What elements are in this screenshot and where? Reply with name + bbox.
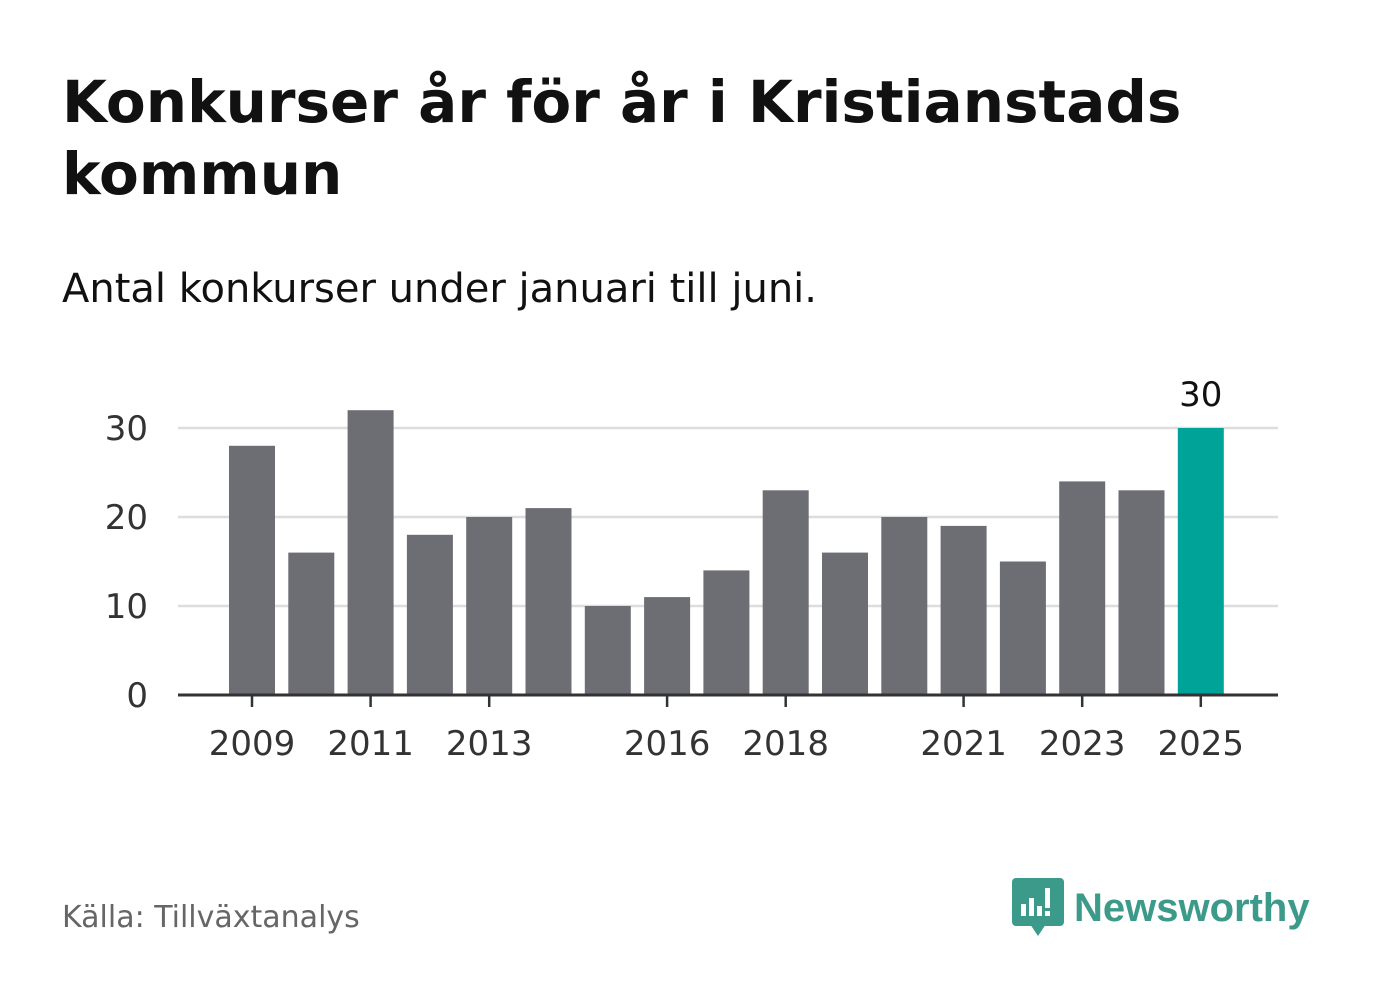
chart-title: Konkurser år för år i Kristianstads komm…: [62, 68, 1182, 208]
bar-2014: [525, 508, 572, 695]
bar-2018: [762, 490, 809, 695]
bar-2024: [1118, 490, 1165, 695]
bar-2011: [347, 410, 394, 695]
x-tick-label: 2013: [446, 724, 533, 764]
x-tick-label: 2023: [1039, 724, 1126, 764]
bar-2020: [881, 517, 928, 695]
bar-2015: [584, 606, 631, 695]
bar-2013: [466, 517, 513, 695]
bar-2012: [406, 534, 453, 695]
x-tick-label: 2025: [1158, 724, 1245, 764]
bar-2017: [703, 570, 750, 695]
bar-2023: [1059, 481, 1106, 695]
bar-2021: [940, 525, 987, 695]
bar-2019: [822, 552, 868, 695]
y-tick-label: 10: [105, 587, 148, 627]
x-tick-label: 2018: [742, 724, 829, 764]
bar-2009: [229, 445, 275, 695]
newsworthy-logo-icon: [1012, 878, 1064, 936]
brand-logo: Newsworthy: [1012, 878, 1310, 938]
x-tick-label: 2011: [327, 724, 414, 764]
source-note: Källa: Tillväxtanalys: [62, 900, 360, 935]
y-tick-label: 30: [105, 409, 148, 449]
bar-2016: [644, 597, 691, 695]
bar-2022: [999, 561, 1046, 695]
x-tick-label: 2016: [624, 724, 711, 764]
brand-name: Newsworthy: [1074, 885, 1310, 930]
data-label-2025: 30: [1179, 375, 1222, 415]
x-tick-label: 2009: [209, 724, 296, 764]
x-tick-label: 2021: [920, 724, 1007, 764]
bar-chart: 0 10 20 30 2009 2011 2013 2016 2018 2021 2023 2025 3…: [105, 375, 1278, 764]
y-tick-label: 0: [126, 676, 148, 716]
chart-subtitle: Antal konkurser under januari till juni.: [62, 266, 817, 312]
y-tick-label: 20: [105, 498, 148, 538]
bar-2010: [288, 552, 335, 695]
bar-2025: [1177, 428, 1224, 695]
